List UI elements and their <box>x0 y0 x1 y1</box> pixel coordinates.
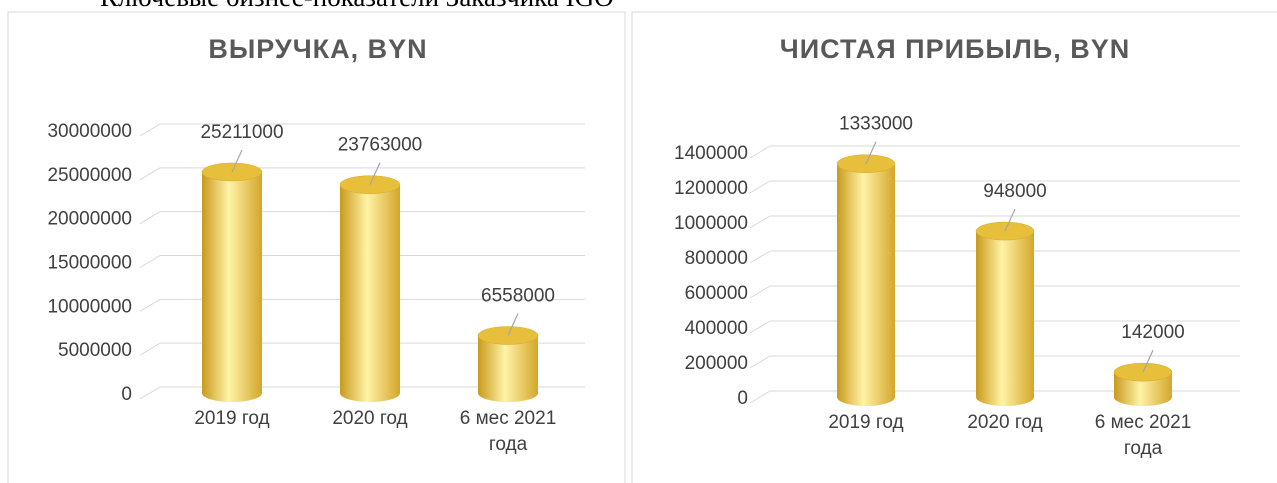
heading: Ключевые бизнес-показатели Заказчика IGO <box>100 0 614 13</box>
x-tick-label: 2019 год <box>194 408 270 429</box>
y-tick-label: 200000 <box>685 353 748 374</box>
y-tick-label: 0 <box>737 388 748 409</box>
grid-line <box>139 386 161 400</box>
grid-line <box>139 123 161 137</box>
bar <box>477 326 539 402</box>
leader-line <box>231 149 243 173</box>
x-tick-label: 2019 год <box>828 412 904 433</box>
data-label: 948000 <box>983 181 1046 202</box>
x-tick-label: 6 мес 2021 года <box>1094 412 1192 459</box>
grid-line <box>749 145 771 159</box>
cylinder-body <box>976 231 1034 406</box>
y-tick-label: 20000000 <box>47 209 132 230</box>
cylinder-body <box>340 184 400 402</box>
y-tick-label: 0 <box>121 384 132 405</box>
y-tick-label: 800000 <box>685 248 748 269</box>
bar <box>201 162 263 402</box>
data-label: 142000 <box>1121 322 1184 343</box>
leader-line <box>507 313 519 336</box>
left-panel <box>7 11 626 483</box>
grid-line <box>139 211 161 225</box>
cylinder-body <box>837 163 895 406</box>
y-tick-label: 1000000 <box>674 213 748 234</box>
grid-line <box>749 355 771 369</box>
y-tick-label: 1400000 <box>674 143 748 164</box>
grid-line <box>749 320 771 334</box>
y-tick-label: 400000 <box>685 318 748 339</box>
chart-title: ЧИСТАЯ ПРИБЫЛЬ, BYN <box>780 34 1130 64</box>
leader-line <box>369 162 381 185</box>
right-panel <box>631 11 1277 483</box>
x-tick-label: 2020 год <box>332 408 408 429</box>
y-tick-label: 5000000 <box>58 340 132 361</box>
grid-line <box>749 250 771 264</box>
cylinder-body <box>202 171 262 402</box>
y-tick-label: 15000000 <box>47 253 132 274</box>
grid-line <box>749 215 771 229</box>
cylinder-body <box>478 335 538 402</box>
bar <box>975 221 1035 406</box>
bar <box>1113 362 1173 406</box>
grid-line <box>139 298 161 312</box>
bar <box>836 154 896 406</box>
y-tick-label: 1200000 <box>674 178 748 199</box>
y-tick-label: 30000000 <box>47 121 132 142</box>
grid-line <box>139 342 161 356</box>
leader-line <box>1004 208 1016 232</box>
grid-line <box>749 390 771 404</box>
x-tick-label: 6 мес 2021 года <box>459 408 557 455</box>
leader-line <box>865 141 877 164</box>
grid-line <box>139 167 161 181</box>
y-tick-label: 600000 <box>685 283 748 304</box>
grid-line <box>139 255 161 268</box>
data-label: 23763000 <box>338 135 423 156</box>
grid-line <box>749 285 771 299</box>
chart-title: ВЫРУЧКА, BYN <box>208 34 427 64</box>
leader-line <box>1142 349 1154 373</box>
cylinder-body <box>1114 372 1172 406</box>
data-label: 1333000 <box>839 114 913 135</box>
bar <box>339 175 401 402</box>
y-tick-label: 10000000 <box>47 296 132 317</box>
grid-line <box>749 180 771 194</box>
y-tick-label: 25000000 <box>47 165 132 186</box>
data-label: 6558000 <box>481 286 555 307</box>
x-tick-label: 2020 год <box>967 412 1043 433</box>
data-label: 25211000 <box>200 122 283 143</box>
